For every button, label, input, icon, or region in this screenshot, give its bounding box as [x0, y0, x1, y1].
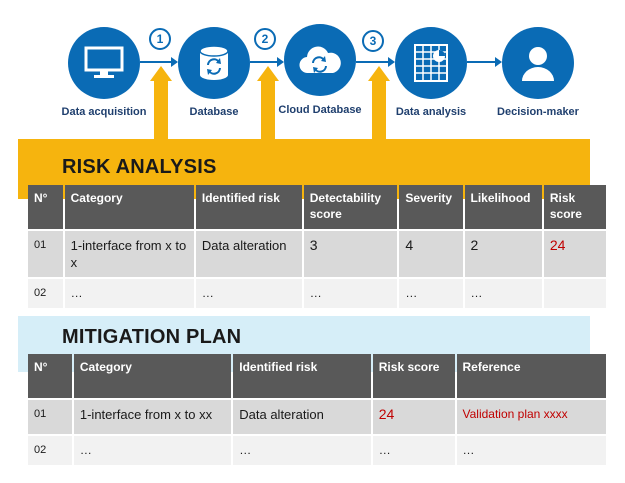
- table-cell: …: [233, 436, 371, 465]
- decision-maker-node: [502, 27, 574, 99]
- cloud-icon: [299, 46, 341, 74]
- table-cell: …: [64, 279, 194, 308]
- flow-arrow-2: [250, 57, 284, 67]
- cloud-database-label: Cloud Database: [278, 104, 362, 116]
- table-cell: Data alteration: [233, 400, 371, 434]
- table-cell: 01: [28, 231, 63, 277]
- table-cell: 4: [399, 231, 463, 277]
- table-cell: …: [464, 279, 542, 308]
- database-icon: [199, 45, 229, 80]
- table-cell: 3: [303, 231, 398, 277]
- table-cell: 02: [28, 279, 63, 308]
- table-cell: 1-interface from x to xx: [73, 400, 232, 434]
- table-cell: …: [399, 279, 463, 308]
- decision-maker-label: Decision-maker: [497, 106, 579, 118]
- user-icon: [522, 47, 554, 81]
- table-row: 02 … … … … …: [28, 279, 606, 308]
- column-header: N°: [28, 185, 63, 229]
- risk-analysis-table: N° Category Identified risk Detectabilit…: [26, 183, 608, 310]
- step-badge-2: 2: [254, 28, 276, 50]
- table-row: 02 … … … …: [28, 436, 606, 465]
- column-header: Risk score: [372, 354, 455, 398]
- column-header: Reference: [456, 354, 606, 398]
- flow-arrow-4: [467, 57, 502, 67]
- table-cell: 24: [543, 231, 606, 277]
- database-label: Database: [189, 106, 239, 118]
- table-cell: 1-interface from x to x: [64, 231, 194, 277]
- mitigation-plan-title: MITIGATION PLAN: [62, 326, 242, 348]
- table-row: 01 1-interface from x to x Data alterati…: [28, 231, 606, 277]
- table-cell: …: [195, 279, 302, 308]
- table-row: 01 1-interface from x to xx Data alterat…: [28, 400, 606, 434]
- table-cell: …: [73, 436, 232, 465]
- database-node: [178, 27, 250, 99]
- column-header: Detectability score: [303, 185, 398, 229]
- column-header: Category: [64, 185, 194, 229]
- column-header: Severity: [399, 185, 463, 229]
- column-header: Identified risk: [233, 354, 371, 398]
- data-acquisition-label: Data acquisition: [61, 106, 147, 118]
- flow-arrow-1: [140, 57, 178, 67]
- table-cell: …: [303, 279, 398, 308]
- risk-up-arrow-2: [257, 66, 279, 140]
- monitor-icon: [84, 46, 124, 78]
- step-badge-3: 3: [362, 30, 384, 52]
- flow-arrow-3: [356, 57, 395, 67]
- data-acquisition-node: [68, 27, 140, 99]
- column-header: Category: [73, 354, 232, 398]
- step-badge-1: 1: [149, 28, 171, 50]
- table-cell: 24: [372, 400, 455, 434]
- table-cell: Validation plan xxxx: [456, 400, 606, 434]
- table-cell: …: [456, 436, 606, 465]
- column-header: Risk score: [543, 185, 606, 229]
- mitigation-plan-table: N° Category Identified risk Risk score R…: [26, 352, 608, 467]
- table-header-row: N° Category Identified risk Detectabilit…: [28, 185, 606, 229]
- column-header: N°: [28, 354, 72, 398]
- column-header: Likelihood: [464, 185, 542, 229]
- cloud-database-node: [284, 24, 356, 96]
- table-cell: Data alteration: [195, 231, 302, 277]
- data-analysis-node: [395, 27, 467, 99]
- column-header: Identified risk: [195, 185, 302, 229]
- data-analysis-label: Data analysis: [395, 106, 467, 118]
- table-cell: 02: [28, 436, 72, 465]
- risk-up-arrow-3: [368, 66, 390, 140]
- table-header-row: N° Category Identified risk Risk score R…: [28, 354, 606, 398]
- risk-analysis-title: RISK ANALYSIS: [62, 156, 217, 178]
- table-cell: 2: [464, 231, 542, 277]
- spreadsheet-icon: [414, 44, 448, 82]
- table-cell: 01: [28, 400, 72, 434]
- table-cell: [543, 279, 606, 308]
- table-cell: …: [372, 436, 455, 465]
- risk-up-arrow-1: [150, 66, 172, 140]
